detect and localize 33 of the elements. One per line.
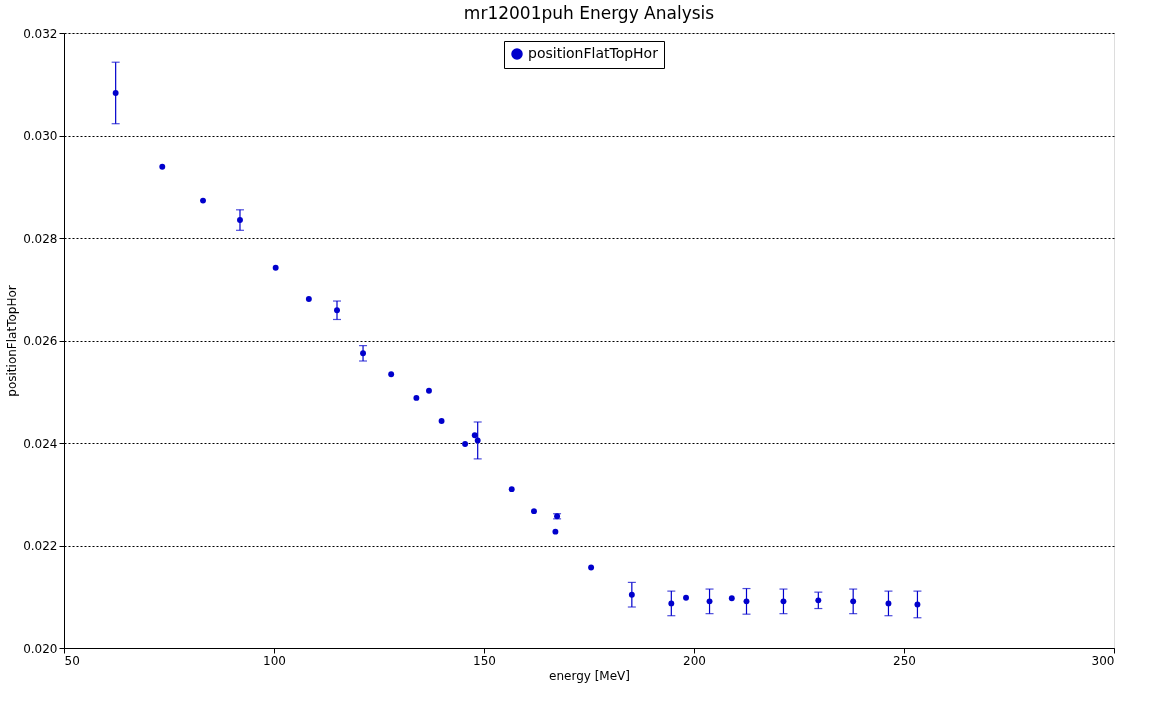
point [438,418,445,424]
y-tick-label: 0.026 [23,334,58,348]
point [305,296,312,302]
y-tick-label: 0.020 [23,641,58,656]
point [728,595,735,602]
point [508,486,515,493]
point [588,564,595,571]
y-tick-label: 0.028 [23,231,58,246]
x-tick-label: 250 [893,653,916,668]
point [388,371,395,378]
point [159,163,166,170]
point [200,197,206,204]
y-axis-title: positionFlatTopHor [5,285,20,397]
chart-title: mr12001puh Energy Analysis [463,3,715,23]
x-tick-label: 200 [683,653,706,668]
point [462,441,469,447]
point [426,387,432,394]
x-tick-label: 50 [64,653,80,668]
point [531,508,537,515]
point [552,528,559,535]
x-tick-label: 300 [1091,653,1115,668]
point [413,394,420,401]
x-axis-title: energy [MeV] [549,668,630,683]
point [683,594,689,601]
point [272,264,279,271]
y-tick-label: 0.024 [23,436,58,451]
y-tick-label: 0.032 [23,26,58,41]
legend-label: positionFlatTopHor [528,45,659,61]
point [471,432,478,439]
y-tick-label: 0.022 [23,539,58,553]
y-tick-label: 0.030 [23,129,58,143]
x-tick-label: 100 [263,653,286,668]
x-tick-label: 150 [473,653,496,668]
